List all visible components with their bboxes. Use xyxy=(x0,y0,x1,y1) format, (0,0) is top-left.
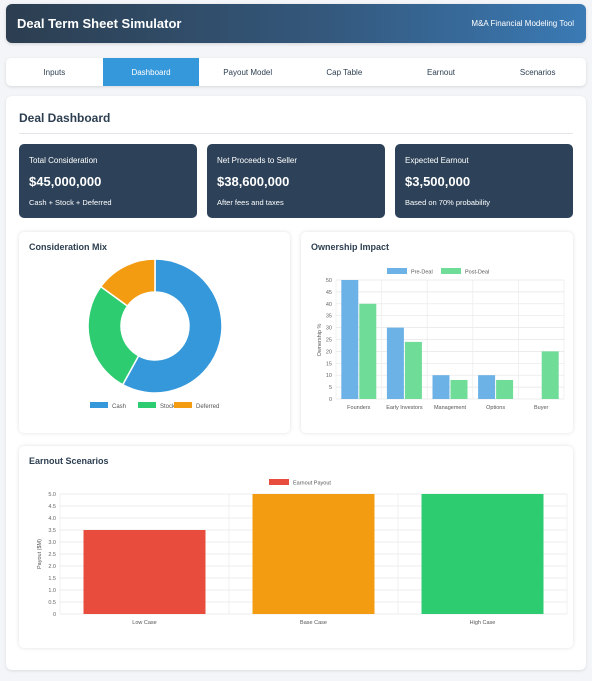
y-axis-label: Payout ($M) xyxy=(37,539,43,569)
app-title: Deal Term Sheet Simulator xyxy=(17,16,182,31)
bar-post-deal xyxy=(359,303,377,399)
metric-label: Total Consideration xyxy=(29,156,98,165)
consideration-mix-card: Consideration Mix Cash Stock Deferred xyxy=(19,232,290,433)
legend-swatch xyxy=(387,268,407,274)
y-tick-label: 35 xyxy=(326,314,332,320)
tab-payout-model[interactable]: Payout Model xyxy=(223,67,273,77)
tab-inputs[interactable]: Inputs xyxy=(43,67,66,77)
metric-value: $38,600,000 xyxy=(217,174,290,189)
y-tick-label: 1.5 xyxy=(48,576,56,582)
bar-low-case xyxy=(83,530,206,614)
bar-high-case xyxy=(421,494,544,614)
consideration-mix-chart: Cash Stock Deferred xyxy=(87,258,223,410)
bar-post-deal xyxy=(496,379,514,399)
bar-pre-deal xyxy=(341,280,359,399)
earnout-scenarios-chart: 0 0.5 1.0 1.5 2.0 2.5 3.0 3.5 4.0 4.5 5.0 Low Case B… xyxy=(37,479,568,626)
y-tick-label: 2.0 xyxy=(48,564,56,570)
legend-label: Cash xyxy=(112,404,126,410)
metric-value: $3,500,000 xyxy=(405,174,471,189)
legend-swatch xyxy=(90,402,108,408)
y-tick-label: 0.5 xyxy=(48,600,56,606)
y-tick-label: 1.0 xyxy=(48,588,56,594)
chart-title: Earnout Scenarios xyxy=(29,456,109,466)
pie-slice-cash xyxy=(121,258,223,394)
y-tick-label: 10 xyxy=(326,373,332,379)
y-tick-label: 2.5 xyxy=(48,552,56,558)
pie-slice-deferred xyxy=(99,258,156,308)
legend-label: Earnout Payout xyxy=(293,481,331,487)
bar-pre-deal xyxy=(432,375,450,399)
metric-card-net-proceeds: Net Proceeds to Seller $38,600,000 After… xyxy=(207,144,385,218)
y-tick-label: 0 xyxy=(329,397,332,403)
y-tick-label: 40 xyxy=(326,302,332,308)
y-tick-label: 4.5 xyxy=(48,504,56,510)
tab-dashboard[interactable]: Dashboard xyxy=(102,58,200,86)
legend-swatch xyxy=(138,402,156,408)
y-axis-label: Ownership % xyxy=(317,324,323,357)
chart-title: Consideration Mix xyxy=(29,242,108,252)
y-tick-label: 15 xyxy=(326,361,332,367)
app-subtitle: M&A Financial Modeling Tool xyxy=(471,19,574,28)
metric-label: Net Proceeds to Seller xyxy=(217,156,298,165)
bar-base-case xyxy=(252,494,375,614)
bar-pre-deal xyxy=(478,375,496,399)
tab-cap-table[interactable]: Cap Table xyxy=(326,67,363,77)
x-tick-label: Base Case xyxy=(300,620,327,626)
metric-label: Expected Earnout xyxy=(405,156,469,165)
x-tick-label: Founders xyxy=(347,405,370,411)
legend-label: Pre-Deal xyxy=(411,270,433,276)
metric-card-expected-earnout: Expected Earnout $3,500,000 Based on 70%… xyxy=(395,144,573,218)
tab-bar: Inputs Dashboard Payout Model Cap Table … xyxy=(6,58,586,86)
ownership-impact-card: Ownership Impact 0 5 10 15 20 25 30 35 40 45 50 Fou… xyxy=(301,232,573,433)
metric-value: $45,000,000 xyxy=(29,174,102,189)
x-tick-label: High Case xyxy=(470,620,496,626)
metric-subtext: Cash + Stock + Deferred xyxy=(29,198,112,207)
y-tick-label: 25 xyxy=(326,338,332,344)
tab-earnout[interactable]: Earnout xyxy=(427,67,456,77)
y-tick-label: 3.0 xyxy=(48,540,56,546)
legend-swatch xyxy=(174,402,192,408)
chart-title: Ownership Impact xyxy=(311,242,390,252)
pie-slice-stock xyxy=(87,285,140,386)
legend-swatch xyxy=(441,268,461,274)
ownership-impact-chart: 0 5 10 15 20 25 30 35 40 45 50 Founders Early Invest… xyxy=(317,268,565,411)
legend-label: Stock xyxy=(160,404,176,410)
bar-post-deal xyxy=(450,379,468,399)
y-tick-label: 3.5 xyxy=(48,528,56,534)
x-tick-label: Options xyxy=(486,405,505,411)
metric-subtext: After fees and taxes xyxy=(217,198,284,207)
y-tick-label: 20 xyxy=(326,349,332,355)
y-tick-label: 30 xyxy=(326,326,332,332)
y-tick-label: 45 xyxy=(326,290,332,296)
legend-label: Post-Deal xyxy=(465,270,489,276)
x-tick-label: Low Case xyxy=(132,620,156,626)
legend-swatch xyxy=(269,479,289,485)
legend-label: Deferred xyxy=(196,404,219,410)
metric-card-total-consideration: Total Consideration $45,000,000 Cash + S… xyxy=(19,144,197,218)
dashboard-panel: Deal Dashboard Total Consideration $45,0… xyxy=(6,96,586,670)
app-header: Deal Term Sheet Simulator M&A Financial … xyxy=(6,4,586,43)
title-divider xyxy=(19,133,573,134)
tab-scenarios[interactable]: Scenarios xyxy=(519,67,556,77)
bar-post-deal xyxy=(541,351,559,399)
y-tick-label: 5 xyxy=(329,385,332,391)
metric-subtext: Based on 70% probability xyxy=(405,198,491,207)
x-tick-label: Buyer xyxy=(534,405,549,411)
bar-pre-deal xyxy=(386,327,404,399)
y-tick-label: 0 xyxy=(53,612,56,618)
y-tick-label: 4.0 xyxy=(48,516,56,522)
bar-post-deal xyxy=(404,341,422,399)
x-tick-label: Early Investors xyxy=(386,405,423,411)
y-tick-label: 50 xyxy=(326,278,332,284)
page-title: Deal Dashboard xyxy=(19,111,111,125)
y-tick-label: 5.0 xyxy=(48,492,56,498)
x-tick-label: Management xyxy=(434,405,467,411)
earnout-scenarios-card: Earnout Scenarios 0 0.5 1.0 1.5 2.0 2.5 3.0 3.5… xyxy=(19,446,573,648)
